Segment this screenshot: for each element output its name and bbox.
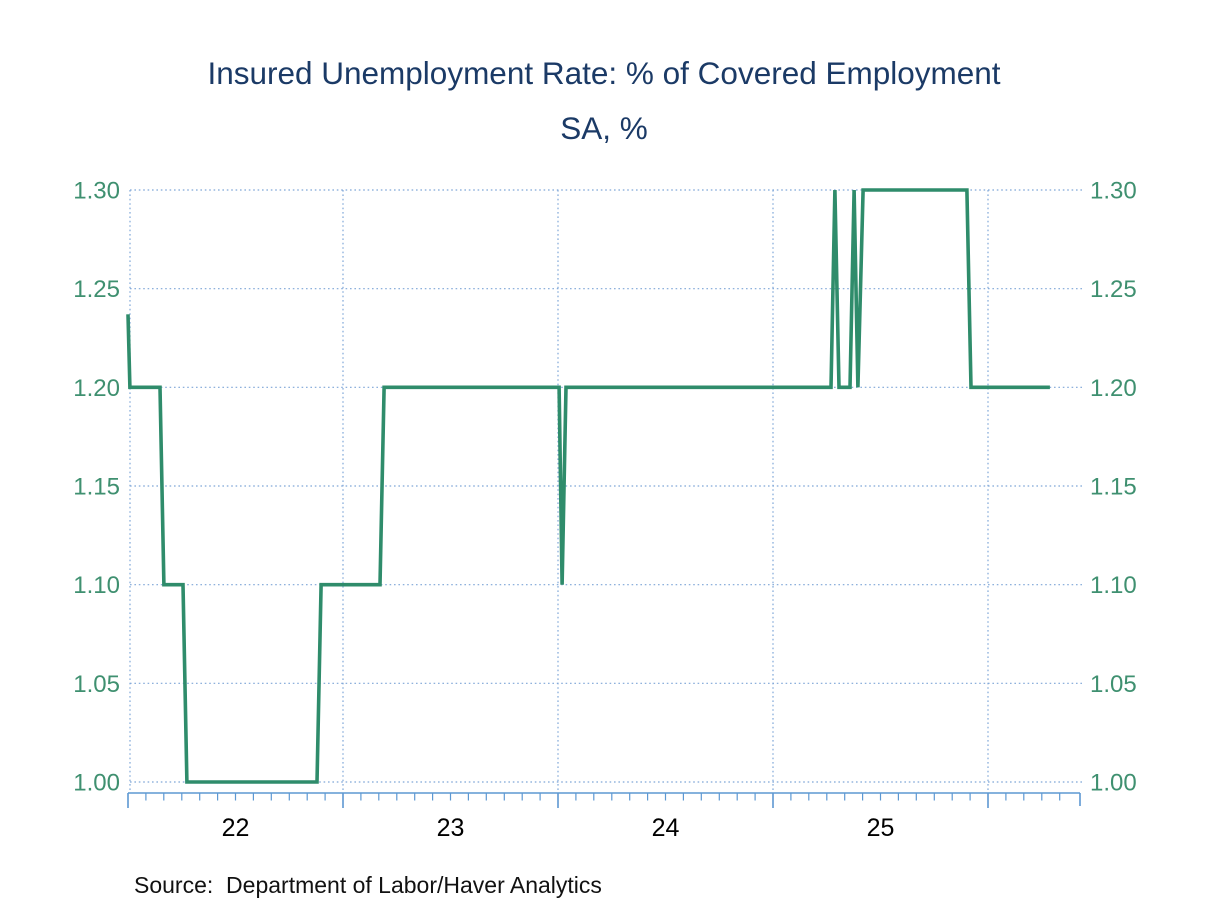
- y-axis-label-right: 1.15: [1090, 474, 1137, 501]
- y-axis-label-left: 1.00: [73, 770, 120, 797]
- y-axis-label-right: 1.20: [1090, 375, 1137, 402]
- y-axis-label-right: 1.00: [1090, 770, 1137, 797]
- y-axis-label-left: 1.30: [73, 178, 120, 205]
- y-axis-label-right: 1.25: [1090, 276, 1137, 303]
- x-year-label: 23: [437, 814, 465, 842]
- data-line: [126, 188, 1050, 784]
- x-year-label: 24: [652, 814, 680, 842]
- y-axis-label-left: 1.25: [73, 276, 120, 303]
- x-year-label: 25: [867, 814, 895, 842]
- y-axis-label-left: 1.05: [73, 671, 120, 698]
- source-note: Source: Department of Labor/Haver Analyt…: [134, 872, 602, 898]
- chart-subtitle: SA, %: [560, 110, 648, 146]
- chart-title: Insured Unemployment Rate: % of Covered …: [207, 55, 1001, 91]
- y-axis-label-right: 1.30: [1090, 178, 1137, 205]
- x-year-label: 22: [222, 814, 250, 842]
- y-axis-label-left: 1.10: [73, 572, 120, 599]
- y-axis-label-left: 1.15: [73, 474, 120, 501]
- y-axis-label-left: 1.20: [73, 375, 120, 402]
- y-axis-label-right: 1.05: [1090, 671, 1137, 698]
- y-axis-label-right: 1.10: [1090, 572, 1137, 599]
